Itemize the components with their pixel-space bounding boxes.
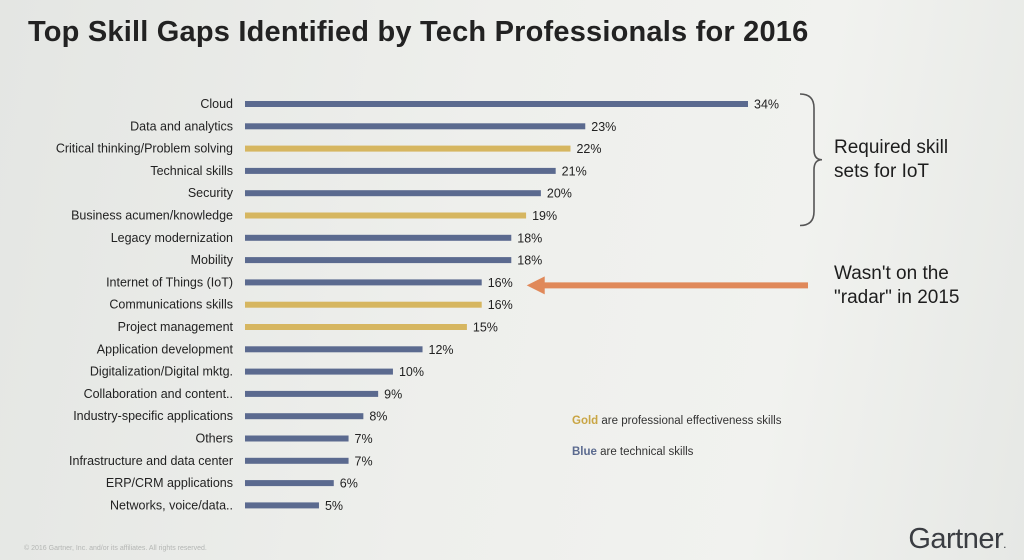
value-label-16: 7% (355, 454, 373, 468)
value-label-18: 5% (325, 499, 343, 513)
bar-4 (245, 190, 541, 197)
bar-16 (245, 457, 349, 464)
value-label-0: 34% (754, 98, 779, 112)
slide-title: Top Skill Gaps Identified by Tech Profes… (28, 16, 809, 48)
category-label-7: Mobility (191, 253, 234, 267)
category-label-1: Data and analytics (130, 119, 233, 133)
radar-arrow-head (526, 276, 545, 295)
iot-annotation-line1: Required skill (834, 137, 949, 158)
category-label-6: Legacy modernization (111, 231, 233, 245)
value-label-13: 9% (384, 387, 402, 401)
value-label-15: 7% (355, 432, 373, 446)
value-label-9: 16% (488, 298, 513, 312)
gartner-logo-dot: . (1003, 537, 1006, 551)
bar-9 (245, 301, 482, 308)
copyright-footer: © 2016 Gartner, Inc. and/or its affiliat… (24, 545, 207, 552)
category-label-4: Security (188, 186, 234, 200)
bar-8 (245, 279, 482, 286)
iot-annotation-line2: sets for IoT (834, 161, 930, 182)
category-label-13: Collaboration and content.. (84, 387, 233, 401)
category-label-3: Technical skills (150, 164, 233, 178)
value-label-17: 6% (340, 477, 358, 491)
value-label-8: 16% (488, 276, 513, 290)
bar-13 (245, 390, 379, 397)
category-label-8: Internet of Things (IoT) (106, 275, 233, 289)
value-label-12: 10% (399, 365, 424, 379)
bar-14 (245, 413, 364, 420)
value-label-3: 21% (562, 164, 587, 178)
value-label-7: 18% (517, 254, 542, 268)
bars-layer: Cloud 34% Data and analytics 23% Critical th… (56, 97, 779, 513)
value-label-14: 8% (369, 410, 387, 424)
value-label-6: 18% (517, 231, 542, 245)
bar-0 (245, 101, 748, 107)
value-label-10: 15% (473, 321, 498, 335)
category-label-17: ERP/CRM applications (106, 476, 233, 490)
category-label-12: Digitalization/Digital mktg. (90, 365, 233, 379)
legend-gold: Gold are professional effectiveness skil… (572, 415, 781, 427)
legend-blue: Blue are technical skills (572, 446, 693, 458)
category-label-0: Cloud (200, 97, 233, 111)
bar-5 (245, 212, 527, 219)
bar-7 (245, 257, 512, 264)
value-label-11: 12% (429, 343, 454, 357)
category-label-15: Others (195, 432, 233, 446)
category-label-18: Networks, voice/data.. (110, 498, 233, 512)
radar-annotation: Wasn't on the "radar" in 2015 (834, 262, 959, 310)
bar-15 (245, 435, 349, 442)
category-label-11: Application development (97, 342, 234, 356)
bar-6 (245, 234, 512, 241)
gartner-logo: Gartner. (908, 523, 1006, 556)
value-label-4: 20% (547, 187, 572, 201)
legend-gold-word: Gold (572, 415, 599, 427)
legend-gold-text: are professional effectiveness skills (598, 415, 782, 427)
value-label-2: 22% (576, 142, 601, 156)
legend-blue-text: are technical skills (596, 446, 694, 458)
gartner-logo-text: Gartner (908, 523, 1004, 555)
iot-annotation: Required skill sets for IoT (834, 136, 948, 184)
legend-blue-word: Blue (572, 446, 597, 458)
value-label-5: 19% (532, 209, 557, 223)
bar-12 (245, 368, 393, 375)
category-label-2: Critical thinking/Problem solving (56, 142, 233, 156)
bar-3 (245, 167, 556, 174)
bar-17 (245, 480, 334, 487)
category-label-16: Infrastructure and data center (69, 454, 233, 468)
radar-annotation-line1: Wasn't on the (834, 263, 949, 284)
bar-1 (245, 123, 586, 130)
radar-arrow (526, 276, 808, 295)
bar-11 (245, 346, 423, 353)
bar-2 (245, 145, 571, 152)
category-label-14: Industry-specific applications (73, 409, 233, 423)
category-label-10: Project management (118, 320, 234, 334)
bar-18 (245, 502, 319, 509)
radar-annotation-line2: "radar" in 2015 (834, 287, 960, 308)
category-label-9: Communications skills (109, 298, 233, 312)
iot-brace (799, 93, 823, 227)
bar-10 (245, 324, 467, 330)
value-label-1: 23% (591, 120, 616, 134)
category-label-5: Business acumen/knowledge (71, 209, 233, 223)
